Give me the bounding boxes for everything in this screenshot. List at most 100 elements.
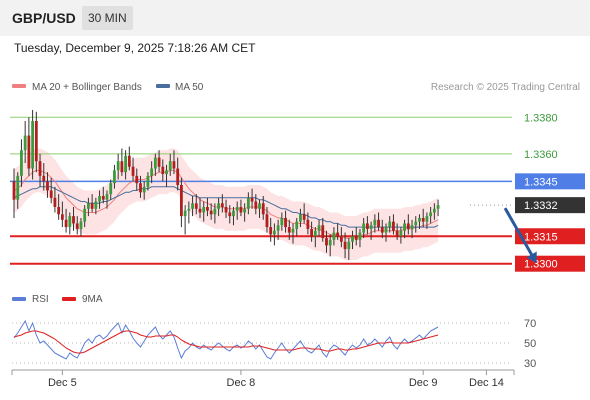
candle-body — [280, 217, 284, 226]
candle — [217, 197, 220, 217]
candle — [206, 197, 209, 217]
candle — [53, 186, 57, 213]
candle-body — [235, 206, 239, 211]
candle — [250, 188, 254, 209]
candle — [325, 230, 328, 253]
candle-body — [399, 230, 403, 237]
candle — [101, 186, 105, 204]
candle — [113, 164, 116, 189]
candle-body — [232, 210, 235, 217]
candle-body — [403, 223, 406, 231]
candle — [31, 109, 34, 180]
candle — [410, 219, 414, 239]
candle-body — [418, 217, 421, 222]
candle — [399, 227, 403, 244]
candle-body — [105, 194, 109, 200]
candle — [16, 172, 20, 209]
candle-body — [191, 203, 194, 209]
candle — [280, 212, 284, 231]
candle-body — [131, 166, 135, 176]
candle — [366, 216, 369, 235]
candle-body — [291, 228, 295, 233]
candle-body — [124, 155, 127, 173]
candle — [187, 201, 191, 224]
candle — [403, 219, 406, 239]
candle-body — [135, 175, 139, 184]
candle — [109, 179, 113, 200]
candle-body — [187, 208, 191, 211]
legend-label-ma50: MA 50 — [175, 82, 204, 93]
rsi-tick-label: 30 — [524, 358, 536, 370]
timeframe-button[interactable]: 30 MIN — [82, 6, 133, 30]
candle — [42, 163, 46, 191]
candle — [150, 161, 154, 184]
candle-body — [388, 221, 392, 228]
candle — [276, 219, 280, 240]
candle-body — [317, 225, 321, 231]
candle — [228, 205, 232, 224]
candle-body — [373, 219, 377, 226]
candle — [191, 195, 194, 217]
rsi-tick-label: 50 — [524, 338, 536, 350]
candle — [432, 203, 436, 220]
candle — [418, 214, 421, 229]
candle-body — [20, 150, 23, 176]
candle — [321, 217, 325, 242]
candle — [347, 238, 351, 261]
level-label: 1.3360 — [524, 149, 558, 161]
candle-body — [75, 223, 79, 229]
candle — [198, 197, 202, 218]
candle-body — [377, 219, 380, 228]
candle — [153, 153, 157, 176]
x-tick-label: Dec 9 — [409, 377, 438, 389]
candle — [124, 150, 127, 180]
candle-body — [220, 203, 224, 207]
candle — [172, 150, 176, 175]
candle-body — [406, 223, 410, 229]
candle — [194, 194, 198, 215]
candle-body — [429, 212, 433, 217]
candle — [46, 172, 49, 198]
candle — [313, 227, 317, 248]
candle — [425, 212, 429, 229]
candle-body — [87, 203, 90, 209]
candle — [295, 217, 299, 237]
candle-body — [284, 217, 287, 228]
candle — [57, 194, 61, 220]
forecast-arrow-shaft — [503, 207, 536, 261]
candle-body — [60, 214, 64, 220]
candle-body — [287, 227, 291, 233]
candle — [254, 194, 258, 215]
candle-body — [369, 225, 373, 229]
candle-body — [139, 183, 142, 193]
candle — [120, 148, 124, 176]
candle — [362, 217, 366, 239]
candle-body — [16, 175, 20, 200]
candle — [87, 197, 90, 217]
candle — [68, 212, 72, 235]
candle — [165, 164, 168, 187]
candle-body — [273, 230, 276, 235]
candle — [232, 206, 235, 226]
candle-body — [261, 203, 265, 215]
candle-body — [325, 238, 328, 246]
level-badge-label: 1.3332 — [524, 200, 558, 212]
candle-body — [72, 216, 75, 224]
rsi-panel: 70 50 30 — [12, 318, 536, 370]
candle-body — [183, 210, 187, 217]
candle-body — [295, 221, 299, 229]
candle — [261, 195, 265, 220]
candle — [38, 153, 42, 187]
candle-body — [392, 221, 395, 231]
level-badge-support — [515, 228, 585, 245]
legend-label-rsi: RSI — [32, 294, 49, 305]
main-legend: MA 20 + Bollinger Bands MA 50 Research ©… — [12, 82, 580, 93]
candle — [105, 190, 109, 209]
candle — [406, 214, 410, 235]
candle — [265, 206, 269, 233]
candle-body — [109, 183, 113, 195]
candle — [139, 175, 142, 198]
x-tick-label: Dec 8 — [227, 377, 256, 389]
candle-body — [168, 161, 172, 171]
